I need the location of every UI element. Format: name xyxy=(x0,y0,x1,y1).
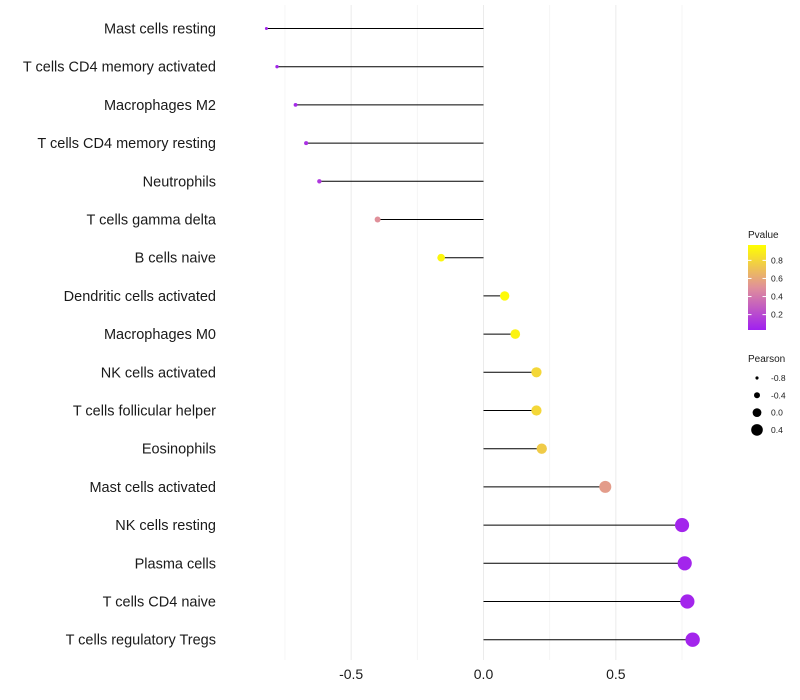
category-label: Plasma cells xyxy=(135,556,216,572)
category-label: T cells CD4 memory activated xyxy=(23,60,216,76)
legend-pearson: Pearson -0.8 -0.4 0.0 0.4 xyxy=(748,354,786,436)
x-tick-label: 0.5 xyxy=(606,666,626,682)
colorbar-tick-label: 0.6 xyxy=(771,273,783,283)
size-legend-point xyxy=(754,392,760,399)
point xyxy=(275,65,279,69)
size-legend-label: 0.0 xyxy=(771,408,783,418)
category-label: Neutrophils xyxy=(143,174,216,190)
category-label: Macrophages M2 xyxy=(104,98,216,114)
category-label: Mast cells resting xyxy=(104,22,216,38)
size-legend-point xyxy=(752,408,762,417)
stems xyxy=(266,28,693,641)
legend-pvalue-colorbar xyxy=(748,245,766,330)
point xyxy=(599,480,612,493)
category-label: T cells follicular helper xyxy=(73,404,216,420)
point xyxy=(677,556,692,571)
size-legend-label: 0.4 xyxy=(771,425,783,435)
point xyxy=(510,329,521,339)
point xyxy=(680,594,695,609)
size-legend-point xyxy=(755,376,759,380)
point xyxy=(304,141,309,146)
colorbar-tick-label: 0.4 xyxy=(771,292,783,302)
point xyxy=(264,27,268,30)
category-label: Macrophages M0 xyxy=(104,327,216,343)
grid-lines xyxy=(284,5,683,660)
legend-pvalue-title: Pvalue xyxy=(748,230,779,241)
size-legend-label: -0.4 xyxy=(771,390,786,400)
legend-pvalue: Pvalue 0.8 0.6 0.4 0.2 xyxy=(748,230,783,330)
category-label: T cells gamma delta xyxy=(87,213,217,229)
category-label: Mast cells activated xyxy=(89,480,216,496)
size-legend-point xyxy=(751,424,763,436)
point xyxy=(437,253,445,262)
point xyxy=(317,179,322,184)
category-label: T cells regulatory Tregs xyxy=(66,633,216,649)
x-axis-tick-labels: -0.5 0.0 0.5 xyxy=(339,666,626,682)
colorbar-tick-label: 0.2 xyxy=(771,310,783,320)
point xyxy=(374,216,381,223)
colorbar-tick-label: 0.8 xyxy=(771,255,783,265)
legend-pearson-title: Pearson xyxy=(748,354,785,365)
x-tick-label: 0.0 xyxy=(474,666,494,682)
point xyxy=(536,443,547,454)
point xyxy=(293,103,298,107)
size-legend-label: -0.8 xyxy=(771,373,786,383)
point xyxy=(531,405,542,416)
category-label: NK cells activated xyxy=(101,365,216,381)
category-label: B cells naive xyxy=(135,251,216,267)
category-label: T cells CD4 naive xyxy=(103,595,216,611)
point xyxy=(531,367,542,378)
category-labels: Mast cells resting T cells CD4 memory act… xyxy=(23,22,217,649)
point xyxy=(499,291,510,301)
category-label: Eosinophils xyxy=(142,442,216,458)
point xyxy=(685,632,700,647)
category-label: T cells CD4 memory resting xyxy=(37,136,216,152)
x-tick-label: -0.5 xyxy=(339,666,363,682)
points xyxy=(264,27,700,647)
point xyxy=(674,518,690,533)
category-label: NK cells resting xyxy=(115,518,216,534)
category-label: Dendritic cells activated xyxy=(64,289,216,305)
